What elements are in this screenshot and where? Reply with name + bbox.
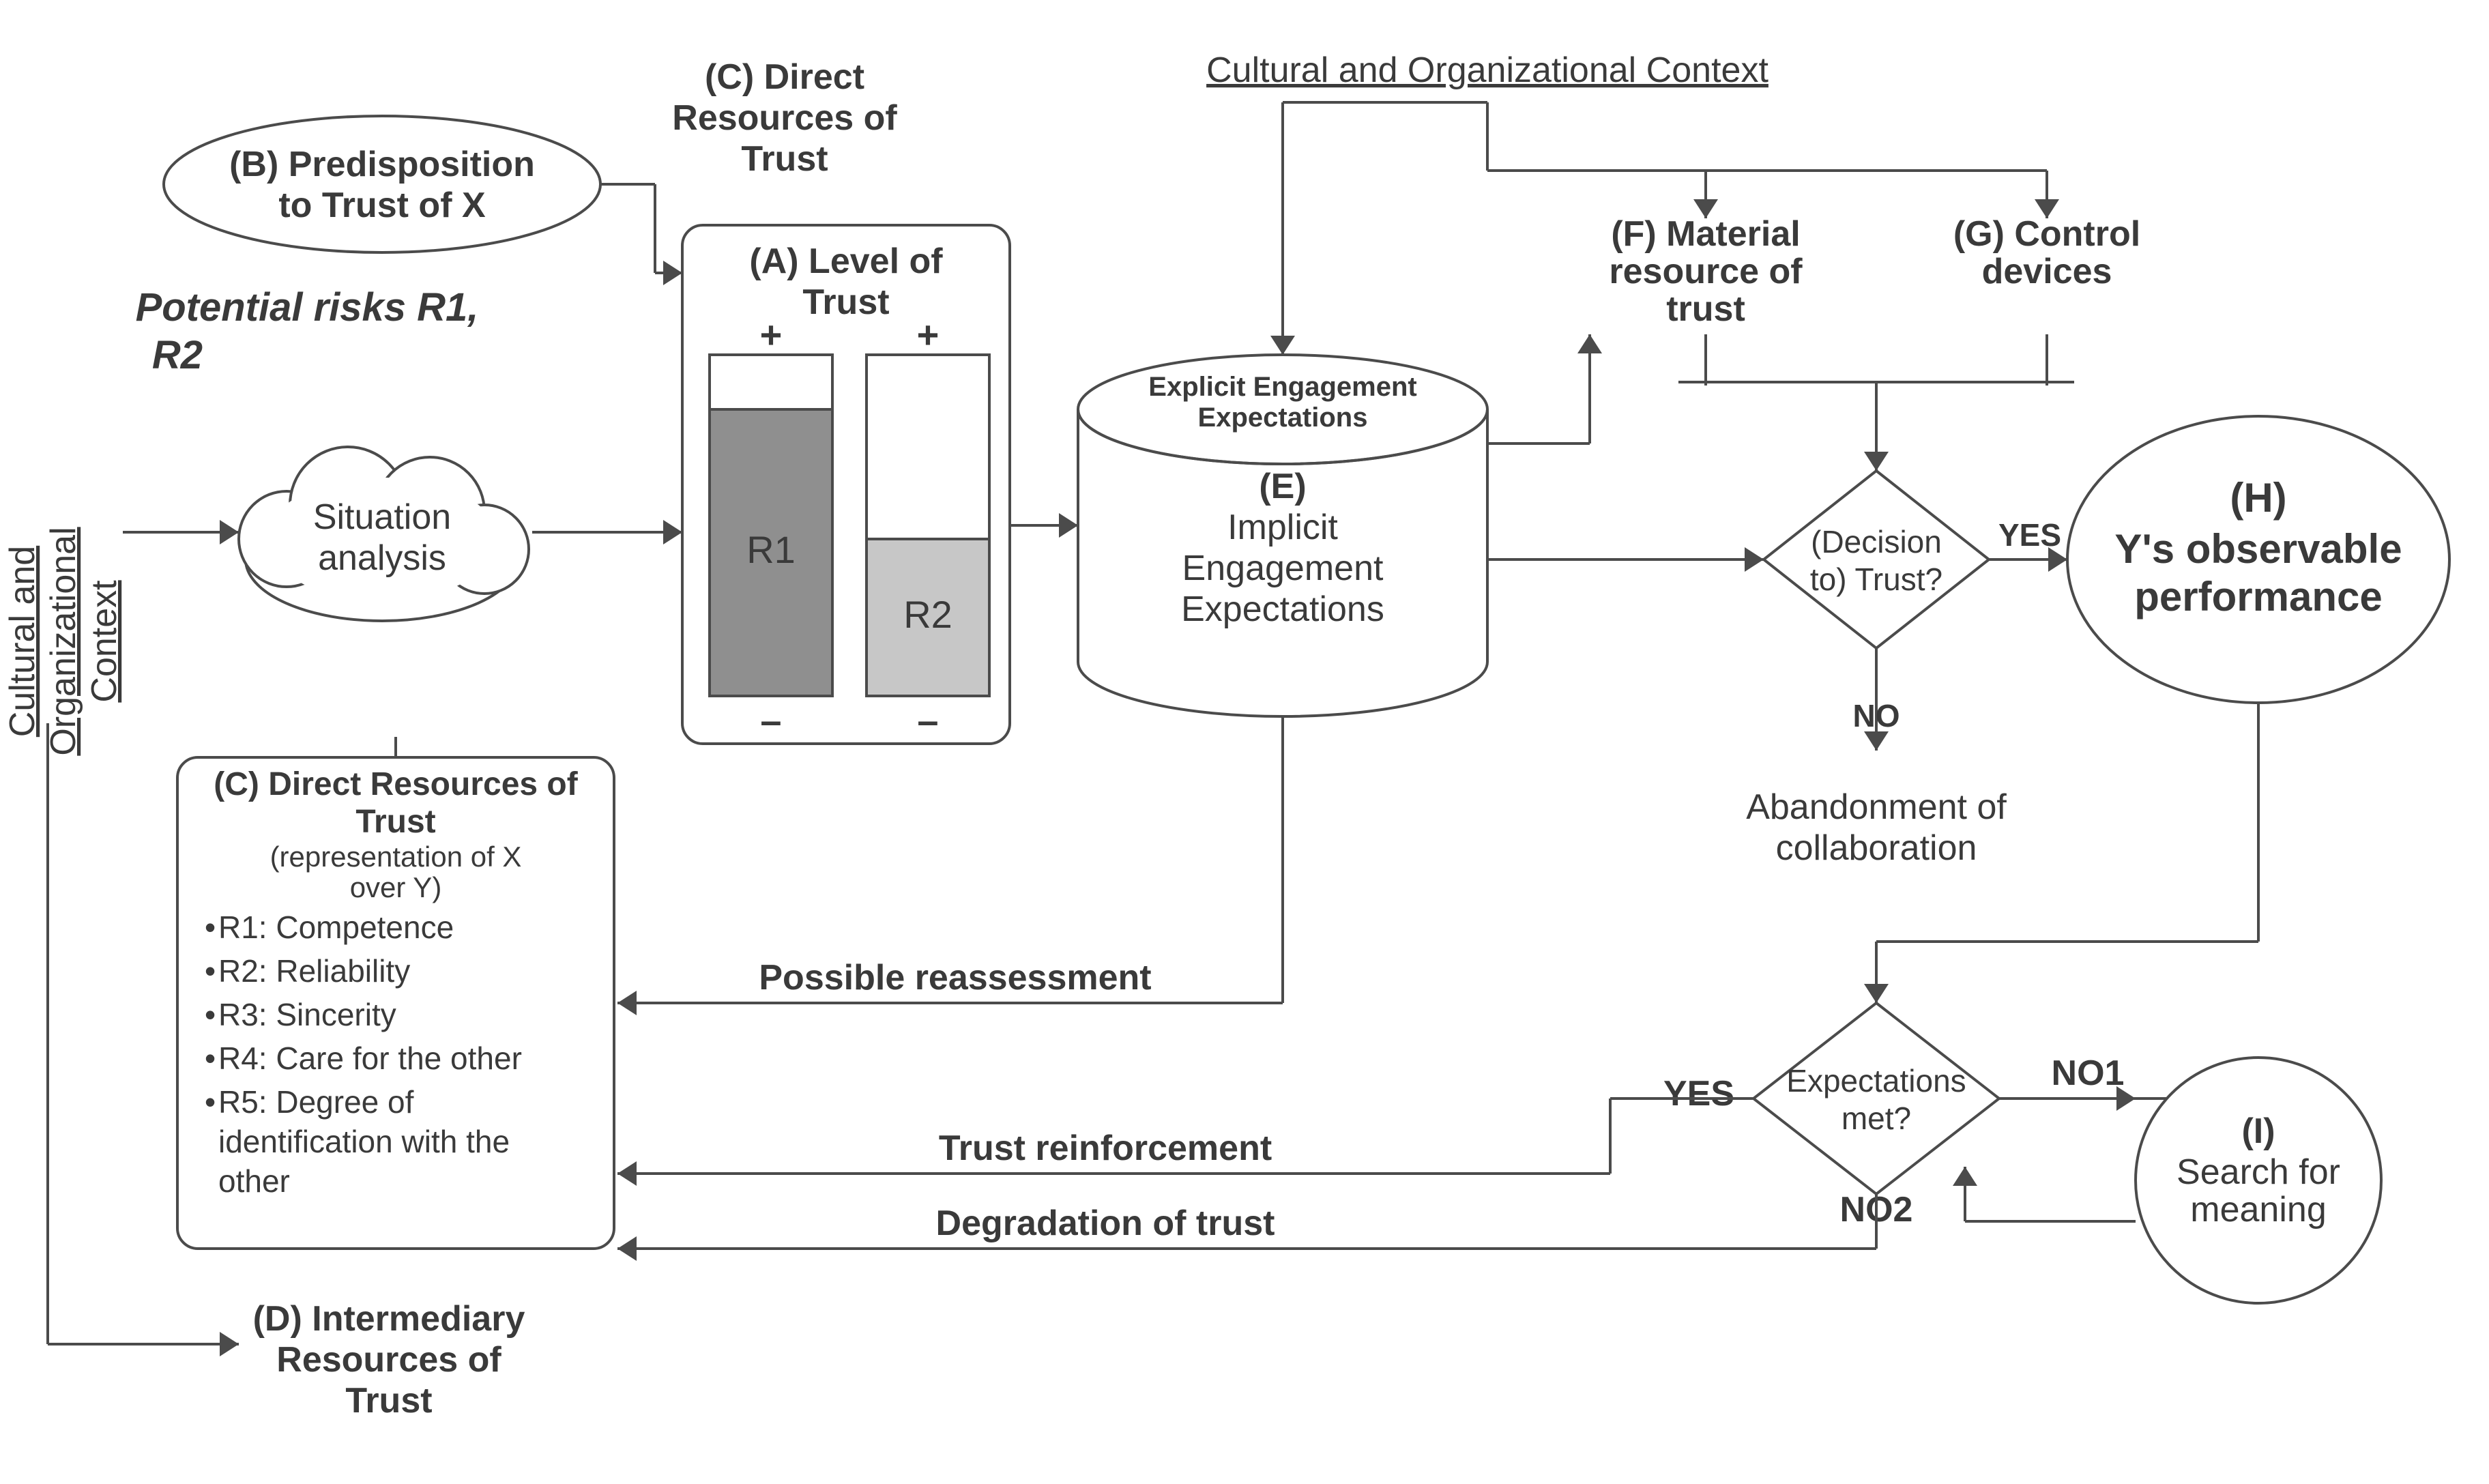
label: devices bbox=[1982, 252, 2112, 291]
arrowhead bbox=[1864, 731, 1889, 751]
label-yes2: YES bbox=[1663, 1074, 1734, 1114]
label: – bbox=[917, 699, 938, 742]
label: R4: Care for the other bbox=[218, 1041, 522, 1076]
arrowhead bbox=[1059, 513, 1078, 538]
label: to) Trust? bbox=[1810, 562, 1942, 597]
label: (C) Direct Resources of bbox=[214, 766, 578, 802]
risks-label: Potential risks R1, bbox=[136, 285, 479, 330]
label: Situation bbox=[313, 497, 451, 537]
label: – bbox=[760, 699, 781, 742]
label: Resources of bbox=[672, 98, 897, 138]
label: • bbox=[205, 997, 216, 1032]
label: • bbox=[205, 1041, 216, 1076]
label: Trust bbox=[345, 1381, 432, 1421]
svg-text:Context: Context bbox=[85, 580, 124, 703]
label: • bbox=[205, 910, 216, 945]
label: (I) bbox=[2241, 1111, 2275, 1151]
arrowhead bbox=[2116, 1086, 2136, 1111]
context-left: Cultural andOrganizationalContext bbox=[3, 527, 124, 755]
arrowhead bbox=[220, 1332, 239, 1356]
label: Expectations bbox=[1786, 1063, 1966, 1099]
label: analysis bbox=[318, 538, 446, 578]
arrowhead bbox=[617, 991, 637, 1015]
label: R1: Competence bbox=[218, 910, 454, 945]
node-B bbox=[164, 116, 600, 252]
svg-text:Cultural and: Cultural and bbox=[3, 546, 42, 737]
node-G: (G) Control bbox=[1953, 214, 2140, 254]
label: (representation of X bbox=[270, 841, 522, 873]
label: Engagement bbox=[1182, 549, 1384, 588]
E-explicit: Explicit Engagement bbox=[1148, 372, 1416, 402]
label-abandon: Abandonment of bbox=[1746, 787, 2007, 827]
label: Expectations bbox=[1198, 403, 1368, 433]
label: performance bbox=[2134, 574, 2382, 620]
label: + bbox=[760, 313, 783, 356]
label-no1: NO bbox=[1853, 698, 1900, 733]
decision-node bbox=[1764, 471, 1989, 648]
label: met? bbox=[1842, 1101, 1911, 1136]
label: R2 bbox=[152, 333, 203, 377]
label: R5: Degree of bbox=[218, 1084, 414, 1120]
label: (A) Level of bbox=[749, 242, 943, 281]
arrowhead bbox=[1577, 334, 1602, 353]
label: (Decision bbox=[1811, 524, 1942, 559]
label: (E) bbox=[1259, 467, 1306, 506]
label: Trust bbox=[741, 139, 828, 179]
arrowhead bbox=[1953, 1167, 1977, 1186]
label: other bbox=[218, 1163, 290, 1199]
label: Trust bbox=[802, 282, 889, 322]
label: Expectations bbox=[1181, 590, 1384, 629]
node-D: (D) Intermediary bbox=[253, 1299, 525, 1339]
svg-text:Organizational: Organizational bbox=[44, 527, 83, 755]
C-top-title: (C) Direct bbox=[705, 57, 864, 97]
label: R1 bbox=[746, 528, 796, 571]
label: to Trust of X bbox=[278, 186, 486, 225]
context-top: Cultural and Organizational Context bbox=[1206, 50, 1768, 90]
label: R2: Reliability bbox=[218, 953, 410, 989]
label: Y's observable bbox=[2114, 526, 2402, 572]
label: over Y) bbox=[350, 871, 442, 903]
label: trust bbox=[1666, 289, 1745, 329]
label: Resources of bbox=[276, 1340, 501, 1380]
label: meaning bbox=[2190, 1190, 2326, 1230]
label: identification with the bbox=[218, 1124, 510, 1159]
arrowhead bbox=[663, 261, 682, 285]
arrowhead bbox=[1745, 547, 1764, 572]
label-degrade: Degradation of trust bbox=[936, 1204, 1275, 1243]
arrowhead bbox=[617, 1161, 637, 1186]
label: • bbox=[205, 953, 216, 989]
arrowhead bbox=[663, 520, 682, 544]
label-yes1: YES bbox=[1998, 517, 2061, 553]
label: R2 bbox=[903, 593, 952, 636]
label: collaboration bbox=[1776, 828, 1977, 868]
label-reinforce: Trust reinforcement bbox=[939, 1129, 1272, 1168]
label: • bbox=[205, 1084, 216, 1120]
arrowhead bbox=[1864, 984, 1889, 1003]
label: R3: Sincerity bbox=[218, 997, 396, 1032]
label: Implicit bbox=[1227, 508, 1338, 547]
label: + bbox=[917, 313, 940, 356]
label: Trust bbox=[355, 804, 435, 840]
label: Search for bbox=[2177, 1152, 2340, 1192]
arrowhead bbox=[617, 1236, 637, 1261]
label: (B) Predisposition bbox=[229, 145, 535, 184]
label-reassess: Possible reassessment bbox=[759, 958, 1151, 998]
arrowhead bbox=[220, 520, 239, 544]
decision-node bbox=[1753, 1003, 1999, 1194]
label: resource of bbox=[1609, 252, 1803, 291]
node-F: (F) Material bbox=[1611, 214, 1800, 254]
label-no1b: NO1 bbox=[2052, 1053, 2125, 1093]
label: (H) bbox=[2230, 475, 2286, 521]
arrowhead bbox=[1864, 452, 1889, 471]
arrowhead bbox=[1270, 336, 1295, 355]
